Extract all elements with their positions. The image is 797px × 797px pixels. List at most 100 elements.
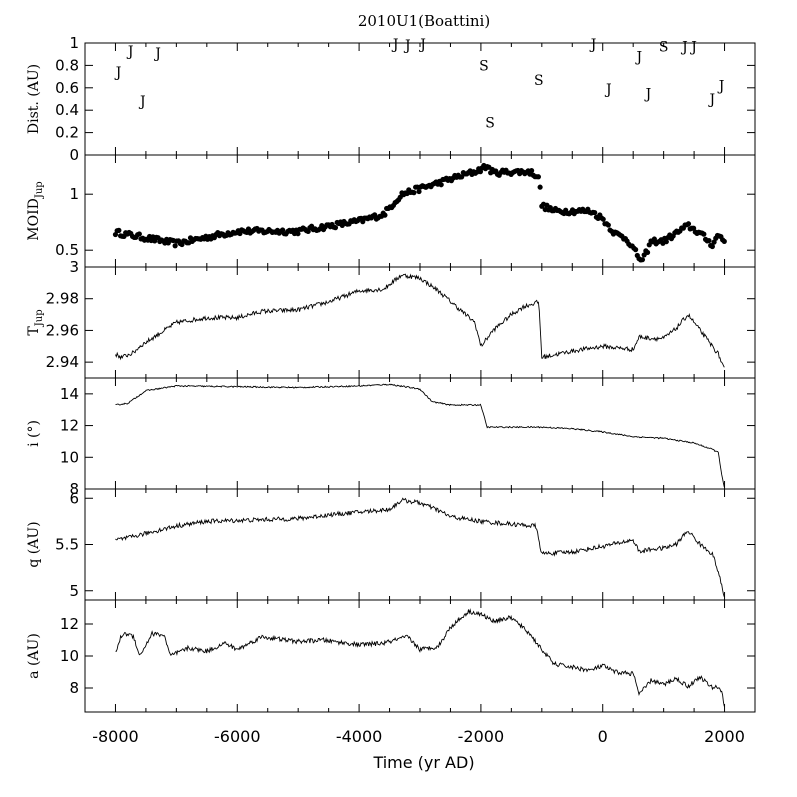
y-tick-label: 0.4 [55, 101, 79, 119]
data-point [535, 174, 542, 180]
y-tick-label: 2.94 [46, 353, 79, 371]
data-point [721, 238, 727, 244]
y-tick-label: 8 [69, 679, 79, 697]
x-tick-label: 2000 [704, 727, 745, 746]
y-tick-label: 12 [60, 417, 79, 435]
data-point [116, 227, 122, 234]
data-point [537, 184, 543, 190]
y-axis-label-text: MOID [26, 198, 42, 241]
y-axis-label: MOIDJup [26, 181, 45, 240]
y-tick-label: 2.96 [46, 321, 79, 339]
y-axis-label-text: i (°) [26, 420, 42, 447]
encounter-label: J [604, 82, 612, 98]
encounter-label: J [717, 79, 725, 95]
y-tick-label: 10 [60, 647, 79, 665]
panel-frame [84, 42, 756, 156]
encounter-label: J [153, 46, 161, 62]
y-axis-label-text: T [26, 326, 42, 336]
encounter-label: J [644, 86, 652, 102]
y-axis-label-text: a (AU) [26, 633, 42, 679]
encounter-label: J [138, 94, 146, 110]
encounter-label: J [680, 39, 688, 55]
x-tick-label: -6000 [214, 727, 261, 746]
data-point [592, 209, 598, 216]
data-point [605, 222, 611, 228]
y-axis-label: Dist. (AU) [26, 64, 42, 134]
data-point [709, 243, 715, 250]
data-point [459, 174, 465, 180]
y-tick-label: 0.5 [55, 241, 79, 259]
y-axis-label: q (AU) [26, 521, 42, 567]
data-point [639, 257, 646, 263]
y-tick-label: 2.98 [46, 290, 79, 308]
y-tick-label: 0.2 [55, 124, 79, 142]
y-tick-label: 10 [60, 448, 79, 466]
data-point [136, 231, 142, 237]
data-point [706, 237, 712, 244]
series-line-i [115, 383, 725, 488]
encounter-label: J [708, 92, 716, 108]
data-point [691, 225, 697, 231]
encounter-label: S [659, 39, 669, 55]
panel-frame [84, 488, 756, 601]
y-axis-label-text: q (AU) [26, 521, 42, 567]
data-point [382, 212, 388, 218]
data-point [332, 225, 339, 231]
y-tick-label: 1 [69, 34, 79, 52]
y-axis-label: TJup [26, 309, 45, 335]
data-point [711, 239, 717, 245]
x-axis: -8000 -6000 -4000 -2000 0 2000 [92, 727, 745, 746]
x-tick-label: -4000 [336, 727, 383, 746]
series-line-q [115, 497, 725, 597]
moid-points [112, 162, 727, 263]
series-line-a [115, 608, 725, 707]
data-point [438, 182, 444, 188]
y-axis-label: a (AU) [26, 633, 42, 679]
data-point [416, 188, 422, 195]
y-tick-label: 1 [69, 185, 79, 203]
encounter-label: J [391, 37, 399, 53]
panel-frame [84, 377, 756, 490]
y-tick-label: 0.8 [55, 56, 79, 74]
data-point [600, 216, 606, 222]
data-point [685, 221, 692, 227]
data-point [651, 236, 657, 242]
y-axis-label-text: Dist. (AU) [26, 64, 42, 134]
y-tick-label: 0.6 [55, 79, 79, 97]
y-tick-label: 3 [69, 258, 79, 276]
panel-i: 8 10 12 14 i (°) [26, 377, 756, 498]
y-tick-label: 12 [60, 615, 79, 633]
data-point [701, 231, 707, 237]
y-tick-label: 14 [60, 385, 79, 403]
chart-title: 2010U1(Boattini) [358, 12, 490, 30]
data-point [644, 249, 651, 256]
y-tick-label: 8 [69, 480, 79, 498]
encounter-label: S [485, 116, 495, 132]
panel-frame [84, 599, 756, 713]
x-axis-label: Time (yr AD) [372, 753, 474, 772]
encounter-label: J [634, 49, 642, 65]
panel-a: 8 10 12 a (AU) [26, 599, 756, 713]
y-axis-label-subscript: Jup [34, 309, 45, 327]
data-point [663, 239, 669, 245]
x-tick-label: -8000 [92, 727, 139, 746]
series-line-tjup [115, 273, 725, 368]
y-tick-label: 5.5 [55, 536, 79, 554]
encounter-label: J [126, 44, 134, 60]
y-axis-label: i (°) [26, 420, 42, 447]
panel-frame [84, 154, 756, 268]
data-point [372, 212, 378, 218]
panel-moid: 0.5 1 MOIDJup [26, 154, 756, 268]
y-tick-label: 0 [69, 146, 79, 164]
encounter-label: S [534, 73, 544, 89]
y-axis-label-subscript: Jup [34, 181, 45, 199]
y-tick-label: 5 [69, 582, 79, 600]
panel-frame [84, 266, 756, 379]
x-tick-label: -2000 [458, 727, 505, 746]
data-point [528, 168, 535, 174]
encounter-label: J [403, 38, 411, 54]
encounter-label: S [479, 58, 489, 74]
encounter-label: J [689, 39, 697, 55]
